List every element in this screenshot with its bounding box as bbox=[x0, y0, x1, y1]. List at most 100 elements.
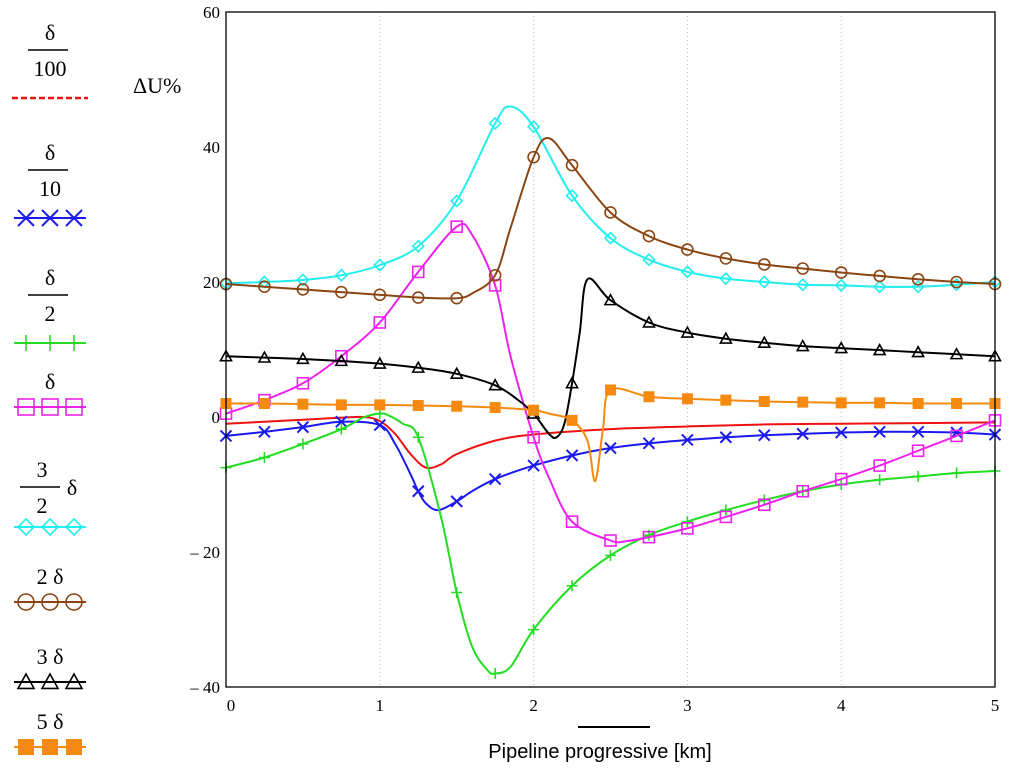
y-tick-label: – 20 bbox=[189, 543, 220, 562]
data-point bbox=[258, 280, 271, 294]
data-point bbox=[373, 288, 387, 302]
data-point bbox=[912, 470, 924, 482]
data-point bbox=[488, 378, 503, 391]
data-point bbox=[296, 420, 310, 434]
data-point bbox=[334, 268, 348, 282]
data-point bbox=[951, 398, 963, 409]
data-point bbox=[412, 400, 424, 412]
data-point bbox=[450, 495, 463, 508]
data-point bbox=[757, 335, 772, 348]
x-tick-label: 2 bbox=[529, 696, 538, 715]
data-point bbox=[950, 426, 963, 439]
data-point bbox=[257, 350, 272, 363]
data-point bbox=[719, 252, 733, 265]
legend-marker bbox=[41, 593, 59, 611]
x-tick-labels: 0 1 2 3 4 5 bbox=[227, 696, 1000, 715]
legend-label: 5 δ bbox=[37, 709, 64, 734]
legend-item-1: δ 100 bbox=[12, 20, 88, 100]
data-point bbox=[719, 510, 733, 524]
data-point bbox=[411, 239, 425, 253]
data-point bbox=[719, 431, 733, 444]
data-point bbox=[873, 269, 886, 283]
data-point bbox=[450, 194, 464, 208]
data-point bbox=[872, 343, 887, 356]
data-point bbox=[681, 393, 693, 405]
data-point bbox=[604, 534, 617, 547]
data-point bbox=[489, 668, 501, 679]
legend-marker bbox=[41, 209, 59, 227]
data-point bbox=[296, 273, 310, 287]
legend-marker bbox=[17, 209, 35, 227]
data-point bbox=[451, 587, 463, 598]
data-point bbox=[911, 280, 925, 294]
legend-item-7: 3 δ bbox=[14, 644, 86, 690]
series-8 bbox=[220, 384, 1001, 483]
legend-marker bbox=[18, 739, 34, 755]
data-point bbox=[565, 376, 579, 389]
legend-marker bbox=[65, 593, 83, 611]
x-tick-label: 5 bbox=[991, 696, 1000, 715]
data-point bbox=[565, 158, 579, 172]
data-point bbox=[874, 474, 886, 486]
legend-marker bbox=[65, 398, 83, 416]
legend-marker bbox=[16, 672, 36, 690]
legend-marker bbox=[18, 335, 34, 351]
data-point bbox=[565, 188, 579, 203]
series-line bbox=[225, 137, 996, 300]
data-point bbox=[526, 120, 541, 134]
legend-marker bbox=[42, 739, 58, 755]
data-point bbox=[296, 376, 310, 390]
y-tick-labels: – 40 – 20 0 20 40 60 bbox=[189, 3, 220, 697]
data-point bbox=[335, 285, 348, 299]
series-line bbox=[225, 105, 996, 288]
data-point bbox=[912, 398, 924, 409]
y-tick-label: 0 bbox=[212, 408, 221, 427]
data-point bbox=[681, 433, 694, 447]
data-point bbox=[680, 265, 695, 279]
data-point bbox=[834, 341, 849, 354]
data-point bbox=[411, 291, 425, 304]
data-point bbox=[681, 522, 694, 535]
data-point bbox=[565, 515, 579, 528]
legend-marker bbox=[40, 672, 60, 690]
series-5 bbox=[219, 105, 1002, 294]
legend-denominator: 100 bbox=[34, 56, 67, 81]
data-point bbox=[566, 580, 578, 592]
data-point bbox=[258, 425, 271, 439]
data-point bbox=[795, 338, 810, 352]
data-point bbox=[604, 441, 617, 455]
legend-marker bbox=[64, 517, 84, 537]
data-point bbox=[873, 459, 886, 472]
series-line bbox=[225, 412, 996, 675]
data-point bbox=[720, 394, 732, 406]
data-point bbox=[911, 345, 925, 358]
data-point bbox=[297, 398, 309, 410]
data-point bbox=[412, 485, 425, 498]
legend-item-6: 2 δ bbox=[14, 564, 86, 611]
data-point bbox=[566, 414, 578, 426]
data-point bbox=[874, 397, 886, 409]
data-point bbox=[642, 437, 656, 450]
legend-marker bbox=[66, 739, 82, 755]
data-point bbox=[335, 423, 347, 435]
data-point bbox=[450, 220, 464, 233]
series-layer bbox=[219, 105, 1002, 679]
data-point bbox=[911, 272, 925, 286]
plot-frame bbox=[225, 11, 996, 688]
data-point bbox=[296, 283, 310, 296]
data-point bbox=[911, 444, 925, 458]
x-tick-label: 3 bbox=[683, 696, 692, 715]
data-point bbox=[565, 449, 579, 462]
legend-marker bbox=[16, 517, 36, 537]
data-point bbox=[950, 275, 963, 289]
x-tick-label: 1 bbox=[376, 696, 385, 715]
legend-label: δ bbox=[45, 369, 55, 394]
data-point bbox=[373, 316, 387, 329]
data-point bbox=[335, 415, 348, 428]
data-point bbox=[873, 425, 886, 439]
data-point bbox=[373, 418, 387, 432]
series-6 bbox=[219, 137, 1002, 305]
y-tick-label: 60 bbox=[203, 3, 220, 22]
